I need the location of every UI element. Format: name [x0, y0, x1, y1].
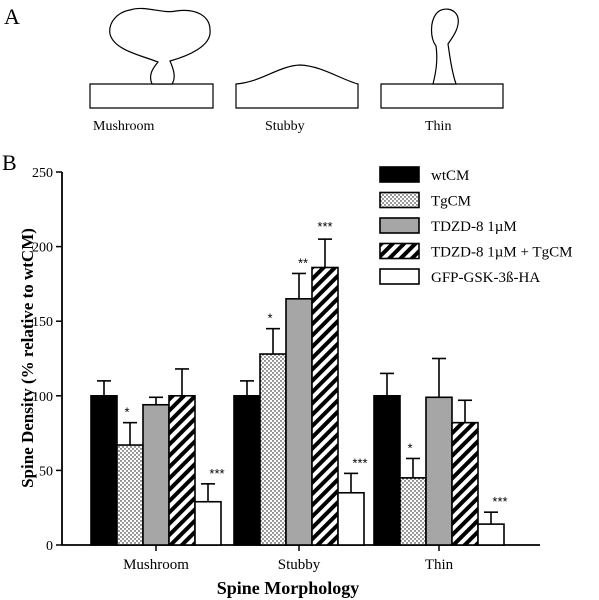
significance-marker: *	[267, 311, 272, 326]
y-tick-label: 100	[32, 390, 53, 405]
y-tick-label: 0	[46, 539, 53, 554]
significance-marker: ***	[317, 219, 332, 234]
y-tick-label: 150	[32, 315, 53, 330]
chart-axes: 0 50 100 150 200 250 Mushroom Stubby Thin	[32, 166, 540, 573]
panel-b-label: B	[2, 150, 17, 175]
legend-swatch	[379, 242, 420, 260]
chart-bars: *****************	[90, 219, 508, 546]
bar	[285, 298, 313, 546]
significance-marker: ***	[352, 455, 367, 470]
x-axis-title: Spine Morphology	[217, 578, 360, 598]
legend-swatch	[379, 191, 420, 209]
significance-marker: *	[124, 405, 129, 420]
thin-spine-outline	[380, 8, 504, 109]
legend-label: GFP-GSK-3ß-HA	[431, 270, 540, 286]
mushroom-label: Mushroom	[93, 119, 155, 134]
bar	[373, 394, 401, 546]
x-tick-label: Stubby	[278, 557, 321, 573]
stubby-label: Stubby	[265, 119, 305, 134]
bar	[337, 491, 365, 546]
chart-legend: wtCM TgCM TDZD-8 1µM TDZD-8 1µM + TgCM GFP-G…	[379, 166, 572, 286]
y-tick-label: 250	[32, 166, 53, 181]
stubby-spine-outline	[235, 64, 359, 109]
x-tick-label: Mushroom	[123, 557, 189, 573]
bar	[451, 421, 479, 546]
thin-label: Thin	[425, 119, 451, 134]
bar	[399, 477, 427, 546]
significance-marker: ***	[492, 494, 507, 509]
legend-label: TDZD-8 1µM + TgCM	[431, 245, 572, 261]
bar	[259, 353, 287, 546]
y-tick-label: 200	[32, 241, 53, 256]
x-tick-label: Thin	[425, 557, 454, 573]
legend-label: TgCM	[431, 194, 471, 210]
bar	[116, 444, 144, 546]
legend-label: wtCM	[431, 168, 469, 184]
bar	[311, 266, 339, 546]
bar	[233, 394, 261, 546]
panel-a-label: A	[4, 4, 20, 29]
y-axis-title: Spine Density (% relative to wtCM)	[18, 228, 37, 488]
bar	[90, 394, 118, 546]
bar	[194, 500, 222, 546]
y-tick-label: 50	[39, 464, 53, 479]
significance-marker: ***	[209, 466, 224, 481]
bar	[477, 523, 505, 546]
bar	[425, 396, 453, 546]
bar	[168, 394, 196, 546]
mushroom-spine-outline	[89, 7, 214, 109]
legend-swatch	[379, 166, 420, 183]
significance-marker: **	[298, 255, 308, 270]
significance-marker: *	[407, 440, 412, 455]
bar	[142, 403, 170, 546]
legend-label: TDZD-8 1µM	[431, 219, 517, 235]
legend-swatch	[379, 268, 420, 285]
legend-swatch	[379, 217, 420, 234]
